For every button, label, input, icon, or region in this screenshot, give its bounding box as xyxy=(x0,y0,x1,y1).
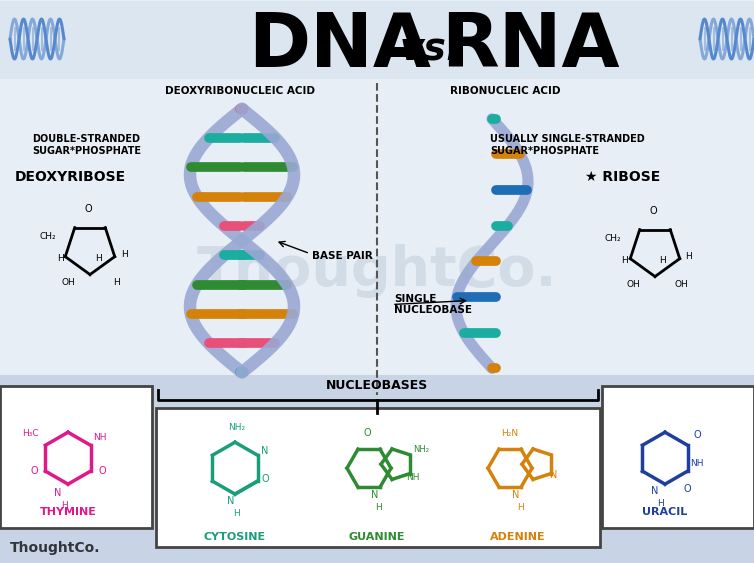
Text: H: H xyxy=(234,509,241,518)
Text: ThoughtCo.: ThoughtCo. xyxy=(10,541,100,555)
FancyBboxPatch shape xyxy=(156,408,600,547)
Text: RNA: RNA xyxy=(441,11,619,83)
Text: H: H xyxy=(94,253,101,262)
Text: CYTOSINE: CYTOSINE xyxy=(204,532,266,542)
Text: H: H xyxy=(660,256,667,265)
Text: DEOXYRIBOSE: DEOXYRIBOSE xyxy=(15,169,126,184)
Text: N: N xyxy=(550,470,558,480)
Text: NH: NH xyxy=(93,434,107,442)
Text: H: H xyxy=(516,503,523,512)
Text: BASE PAIR: BASE PAIR xyxy=(312,251,372,261)
Text: NH: NH xyxy=(690,459,703,468)
Text: NUCLEOBASE: NUCLEOBASE xyxy=(394,306,472,315)
Text: N: N xyxy=(262,446,268,456)
Text: USUALLY SINGLE-STRANDED: USUALLY SINGLE-STRANDED xyxy=(490,134,645,144)
Text: N: N xyxy=(651,486,659,496)
Text: N: N xyxy=(227,496,234,506)
Text: ThoughtCo.: ThoughtCo. xyxy=(197,244,557,298)
Text: URACIL: URACIL xyxy=(642,507,688,517)
Text: N: N xyxy=(54,488,62,498)
Text: DOUBLE-STRANDED: DOUBLE-STRANDED xyxy=(32,134,140,144)
Text: O: O xyxy=(683,484,691,494)
Text: NUCLEOBASES: NUCLEOBASES xyxy=(326,379,428,392)
Text: H: H xyxy=(621,256,628,265)
FancyBboxPatch shape xyxy=(602,386,754,528)
Text: NH₂: NH₂ xyxy=(228,423,246,432)
Text: OH: OH xyxy=(61,278,75,287)
Text: DNA: DNA xyxy=(249,11,431,83)
Text: OH: OH xyxy=(626,280,640,288)
Text: N: N xyxy=(512,490,520,500)
FancyBboxPatch shape xyxy=(0,376,754,563)
Text: H₃C: H₃C xyxy=(22,429,38,438)
Text: DEOXYRIBONUCLEIC ACID: DEOXYRIBONUCLEIC ACID xyxy=(165,86,315,96)
Text: O: O xyxy=(261,474,269,484)
Text: H: H xyxy=(685,252,692,261)
Text: O: O xyxy=(30,466,38,476)
Text: SUGAR*PHOSPHATE: SUGAR*PHOSPHATE xyxy=(490,146,599,156)
Text: O: O xyxy=(693,430,700,440)
Text: H: H xyxy=(60,501,67,510)
FancyBboxPatch shape xyxy=(0,386,152,528)
Text: SUGAR*PHOSPHATE: SUGAR*PHOSPHATE xyxy=(32,146,141,156)
Text: CH₂: CH₂ xyxy=(40,231,57,240)
Text: THYMINE: THYMINE xyxy=(39,507,97,517)
Text: NH: NH xyxy=(406,473,420,482)
Text: SINGLE: SINGLE xyxy=(394,293,437,303)
Text: RIBONUCLEIC ACID: RIBONUCLEIC ACID xyxy=(449,86,560,96)
Text: H: H xyxy=(121,249,127,258)
Text: CH₂: CH₂ xyxy=(605,234,621,243)
Text: H: H xyxy=(657,499,664,508)
Text: NH₂: NH₂ xyxy=(413,445,429,454)
Text: ★ RIBOSE: ★ RIBOSE xyxy=(585,169,661,184)
FancyBboxPatch shape xyxy=(0,1,754,79)
Text: GUANINE: GUANINE xyxy=(349,532,405,542)
Text: ADENINE: ADENINE xyxy=(490,532,546,542)
Text: O: O xyxy=(98,466,106,476)
Text: vs.: vs. xyxy=(400,33,461,69)
Text: O: O xyxy=(84,204,92,214)
Text: OH: OH xyxy=(674,280,688,288)
Text: O: O xyxy=(363,428,371,438)
Text: H₂N: H₂N xyxy=(501,429,519,438)
Text: H: H xyxy=(57,253,63,262)
Text: H: H xyxy=(112,278,119,287)
Text: N: N xyxy=(371,490,379,500)
Text: O: O xyxy=(649,205,657,216)
Text: H: H xyxy=(375,503,382,512)
